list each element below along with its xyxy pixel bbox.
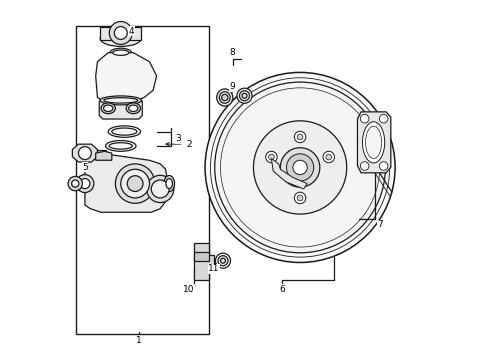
Ellipse shape — [165, 179, 172, 189]
Ellipse shape — [242, 93, 246, 98]
Ellipse shape — [163, 176, 174, 192]
Circle shape — [268, 154, 274, 160]
Circle shape — [325, 154, 331, 160]
Ellipse shape — [219, 92, 230, 103]
Text: 10: 10 — [183, 285, 194, 294]
Ellipse shape — [362, 122, 384, 163]
Polygon shape — [99, 101, 142, 119]
Circle shape — [323, 151, 334, 163]
Circle shape — [253, 121, 346, 214]
Circle shape — [151, 180, 169, 198]
Ellipse shape — [365, 126, 381, 158]
Text: 3: 3 — [175, 134, 181, 143]
Ellipse shape — [128, 105, 138, 112]
Polygon shape — [357, 112, 390, 173]
Ellipse shape — [126, 103, 140, 114]
Ellipse shape — [100, 96, 141, 105]
Ellipse shape — [239, 91, 249, 101]
Circle shape — [297, 195, 303, 201]
Circle shape — [115, 164, 155, 203]
Text: 6: 6 — [279, 285, 285, 294]
Polygon shape — [271, 158, 306, 189]
Circle shape — [379, 114, 387, 123]
Circle shape — [109, 22, 132, 44]
Ellipse shape — [110, 48, 131, 57]
Bar — [97, 149, 106, 157]
Text: 2: 2 — [186, 140, 191, 149]
Circle shape — [204, 72, 394, 262]
Ellipse shape — [237, 88, 251, 103]
Circle shape — [72, 180, 79, 187]
Circle shape — [214, 82, 385, 253]
Circle shape — [114, 27, 127, 40]
Polygon shape — [280, 148, 319, 187]
Text: 7: 7 — [376, 220, 382, 229]
Circle shape — [360, 114, 368, 123]
Text: 8: 8 — [229, 48, 235, 57]
Polygon shape — [85, 155, 167, 212]
Text: 11: 11 — [208, 265, 219, 274]
Circle shape — [265, 151, 277, 163]
Text: 5: 5 — [82, 163, 88, 172]
Ellipse shape — [108, 126, 140, 137]
Circle shape — [127, 176, 142, 192]
Circle shape — [379, 162, 387, 170]
Text: 9: 9 — [229, 82, 235, 91]
Polygon shape — [194, 243, 214, 280]
Ellipse shape — [101, 103, 115, 114]
Text: 4: 4 — [128, 27, 134, 36]
Circle shape — [360, 162, 368, 170]
Circle shape — [210, 78, 389, 257]
Text: 1: 1 — [136, 336, 142, 345]
Circle shape — [68, 176, 82, 191]
Ellipse shape — [103, 98, 138, 103]
Ellipse shape — [218, 256, 227, 266]
Circle shape — [292, 160, 306, 175]
Polygon shape — [96, 53, 156, 101]
Bar — [100, 27, 141, 40]
Ellipse shape — [215, 253, 230, 268]
Polygon shape — [96, 151, 112, 160]
Circle shape — [146, 175, 174, 203]
Circle shape — [294, 131, 305, 143]
Bar — [76, 26, 208, 334]
Ellipse shape — [220, 258, 225, 263]
Circle shape — [121, 169, 149, 198]
Circle shape — [80, 179, 90, 189]
Circle shape — [78, 147, 91, 159]
Bar — [194, 252, 208, 261]
Polygon shape — [72, 144, 97, 162]
Ellipse shape — [112, 128, 137, 135]
Circle shape — [294, 192, 305, 204]
Ellipse shape — [112, 50, 128, 55]
Ellipse shape — [103, 105, 113, 112]
Ellipse shape — [100, 30, 141, 46]
Circle shape — [76, 175, 94, 193]
Ellipse shape — [109, 143, 132, 149]
Ellipse shape — [105, 140, 136, 151]
Ellipse shape — [216, 89, 232, 106]
Circle shape — [297, 134, 303, 140]
Circle shape — [286, 154, 313, 181]
Circle shape — [220, 88, 379, 247]
Ellipse shape — [221, 94, 227, 101]
